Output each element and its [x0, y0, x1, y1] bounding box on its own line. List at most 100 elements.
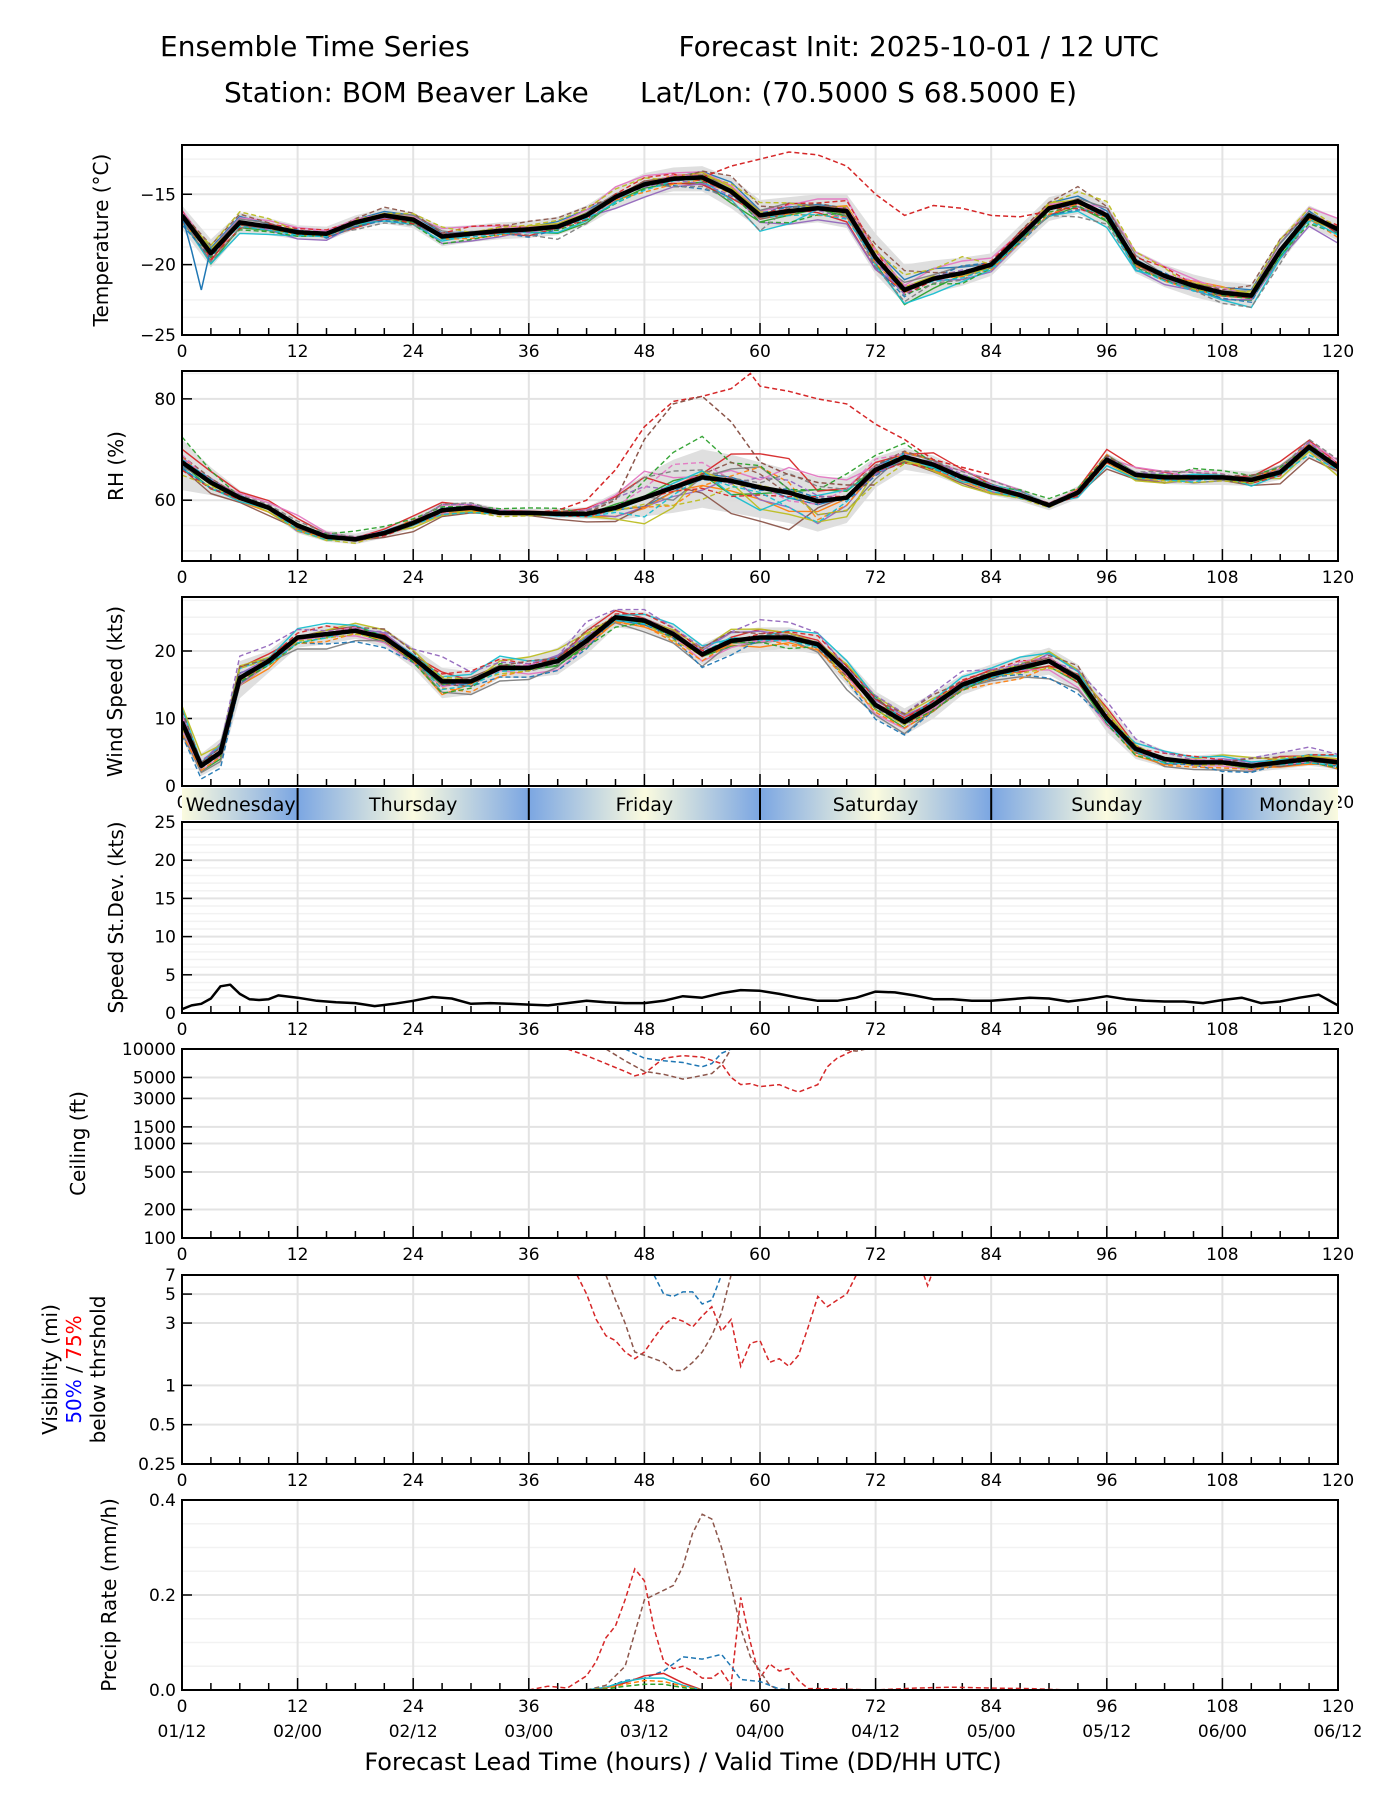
x-tick-label: 60 [749, 1471, 771, 1491]
x-tick-label: 36 [518, 568, 540, 588]
y-tick-label: 20 [154, 851, 176, 871]
x-tick-label: 36 [518, 1697, 540, 1717]
x-tick-label: 84 [980, 1697, 1002, 1717]
y-tick-label: 3 [165, 1314, 176, 1334]
x-tick-label: 48 [634, 1697, 656, 1717]
y-tick-label: 1 [165, 1376, 176, 1396]
plot-area [576, 1275, 933, 1372]
panel-precipitation-rate: 0.0 0.2 0.4 0 12 24 36 48 60 72 84 96 108 120 01/12 02/… [97, 1491, 1363, 1742]
x-tick-label: 84 [980, 342, 1002, 362]
x-tick-label: 96 [1096, 1020, 1118, 1040]
day-segment [182, 788, 298, 820]
y-axis-label: RH (%) [104, 431, 128, 501]
axes-frame [181, 144, 1339, 336]
y-axis-label: Ceiling (ft) [66, 1091, 90, 1196]
ensemble-member-line [182, 182, 1338, 309]
x-tick-label: 12 [287, 1245, 309, 1265]
y-tick-label: −25 [140, 326, 176, 346]
ensemble-member-line [182, 618, 1338, 764]
axes-frame [181, 821, 1339, 1014]
y-tick-label: 25 [154, 813, 176, 833]
panel-relative-humidity: 60 80 0 12 24 36 48 60 72 84 96 108 120 RH (%) [104, 370, 1354, 588]
x-tick-label: 96 [1096, 1697, 1118, 1717]
x-tick-label: 120 [1322, 1471, 1354, 1491]
member-line [624, 1049, 732, 1068]
x-tick-label: 120 [1322, 342, 1354, 362]
x-tick-label: 48 [634, 1245, 656, 1265]
x-tick-label: 24 [402, 1471, 424, 1491]
y-tick-label: 100 [144, 1229, 176, 1249]
x-tick-label: 108 [1206, 1020, 1238, 1040]
x-tick-label: 108 [1206, 342, 1238, 362]
y-tick-label: 5000 [133, 1068, 176, 1088]
member-line [653, 1275, 723, 1305]
x-tick-label: 36 [518, 342, 540, 362]
ensemble-member-line [182, 457, 1338, 542]
y-tick-label: 15 [154, 889, 176, 909]
x-tick-label: 36 [518, 1020, 540, 1040]
x-tick-label: 60 [749, 1020, 771, 1040]
y-axis-label: Visibility (mi) [38, 1304, 62, 1435]
x-tick-label: 72 [865, 1245, 887, 1265]
x-tick-label: 48 [634, 568, 656, 588]
x-tick-label: 72 [865, 342, 887, 362]
x-tick-label: 0 [177, 342, 188, 362]
y-tick-label: 5 [165, 1285, 176, 1305]
x-tick-label: 24 [402, 568, 424, 588]
day-label: Thursday [368, 794, 457, 816]
ensemble-member-line [182, 608, 1338, 762]
panel-visibility: 0.25 0.5 1 3 57 0 12 24 36 48 60 72 84 96 108 120 Visibi… [38, 1266, 1354, 1491]
panel-temperature: −25 −20 −15 0 12 24 36 48 60 72 84 96 108 120 Temperat… [89, 144, 1354, 362]
x-tick-label: 60 [749, 342, 771, 362]
ensemble-member-line [182, 440, 1338, 540]
member-line [586, 1653, 818, 1690]
x-tick-label: 84 [980, 568, 1002, 588]
x-tick-label: 0 [177, 1245, 188, 1265]
axes-frame [181, 596, 1339, 787]
x-tick-label: 60 [749, 1245, 771, 1265]
y-tick-label: 1500 [133, 1118, 176, 1138]
axes-frame [181, 1274, 1339, 1465]
chart-title: Ensemble Time Series [160, 30, 470, 63]
x-tick-label: 48 [634, 342, 656, 362]
y-tick-label: −15 [140, 185, 176, 205]
day-segment [528, 788, 760, 820]
y-tick-label: 7 [165, 1266, 176, 1286]
y-tick-label: 0.25 [138, 1455, 176, 1475]
y-tick-label: 10 [154, 710, 176, 730]
y-axis-label-percentiles: 50% / 75% [62, 1315, 86, 1423]
member-line [528, 1567, 1107, 1690]
y-axis-label: Wind Speed (kts) [103, 606, 127, 777]
day-label: Saturday [833, 794, 919, 816]
valid-time-label: 01/12 [158, 1722, 207, 1742]
outlier-member-line [528, 372, 992, 514]
x-tick-label: 12 [287, 568, 309, 588]
valid-time-label: 04/00 [736, 1722, 785, 1742]
x-tick-label: 108 [1206, 568, 1238, 588]
plot-area [182, 151, 1338, 309]
x-tick-label: 120 [1322, 1020, 1354, 1040]
y-tick-label: 0 [165, 777, 176, 797]
label-separator: / [62, 1360, 86, 1379]
x-tick-label: 12 [287, 1471, 309, 1491]
x-tick-label: 96 [1096, 342, 1118, 362]
valid-time-label: 02/00 [273, 1722, 322, 1742]
outlier-member-line [182, 215, 212, 291]
plot-area [182, 372, 1338, 545]
x-tick-label: 72 [865, 1697, 887, 1717]
y-tick-label: 200 [144, 1201, 176, 1221]
ensemble-mean-line [182, 175, 1338, 298]
x-tick-label: 108 [1206, 1697, 1238, 1717]
x-axis-label: Forecast Lead Time (hours) / Valid Time … [364, 1748, 1001, 1776]
x-tick-label: 120 [1322, 1697, 1354, 1717]
y-tick-label: 1000 [133, 1135, 176, 1155]
valid-time-label: 02/12 [389, 1722, 438, 1742]
ensemble-member-line [182, 435, 1338, 535]
x-tick-label: 12 [287, 1020, 309, 1040]
x-tick-label: 96 [1096, 1471, 1118, 1491]
x-tick-label: 12 [287, 342, 309, 362]
member-line [923, 1275, 933, 1288]
outlier-member-line [586, 395, 876, 514]
ensemble-member-line [182, 445, 1338, 539]
